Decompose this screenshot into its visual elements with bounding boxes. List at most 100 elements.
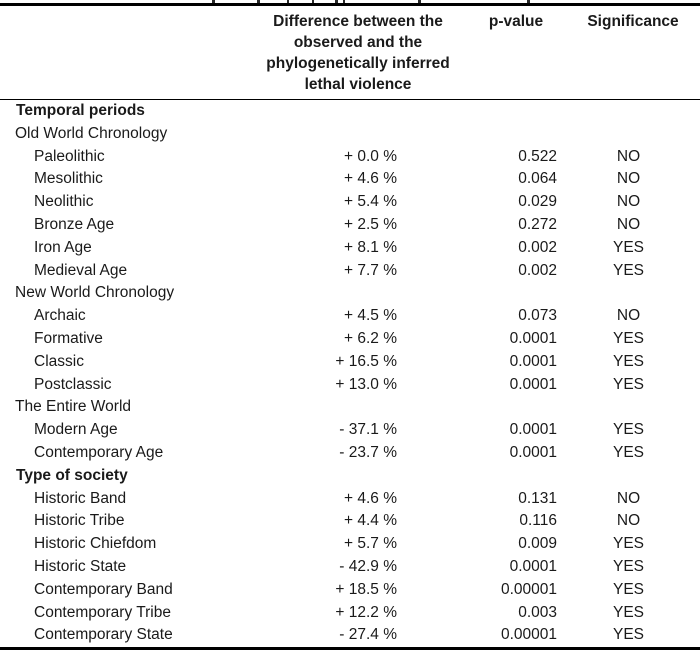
- difference-value: - 42.9 %: [339, 558, 397, 576]
- row-label: Mesolithic: [34, 170, 103, 188]
- cropped-text-fragment: [418, 0, 421, 3]
- significance-value: YES: [612, 580, 644, 598]
- p-value: 0.116: [519, 512, 557, 530]
- header-difference-column: Difference between the observed and the …: [266, 12, 450, 93]
- table-top-rule: [0, 3, 700, 6]
- row-label: Historic Tribe: [34, 512, 125, 530]
- cropped-text-fragment: [257, 0, 260, 3]
- p-value: 0.272: [518, 216, 557, 234]
- significance-value: YES: [612, 558, 644, 576]
- cropped-text-fragment: [312, 0, 314, 3]
- significance-value: YES: [612, 626, 644, 644]
- significance-value: YES: [612, 444, 644, 462]
- row-label: Contemporary Tribe: [34, 603, 171, 621]
- difference-value: + 2.5 %: [344, 216, 397, 234]
- p-value: 0.0001: [509, 330, 557, 348]
- row-label: Contemporary State: [34, 626, 173, 644]
- row-label: Neolithic: [34, 193, 94, 211]
- difference-value: + 4.5 %: [344, 307, 397, 325]
- table-row: Modern Age - 37.1 % 0.0001 YES: [0, 419, 700, 442]
- table-row: Historic Chiefdom + 5.7 % 0.009 YES: [0, 533, 700, 556]
- table-row: Contemporary Age - 23.7 % 0.0001 YES: [0, 442, 700, 465]
- table-row: Iron Age + 8.1 % 0.002 YES: [0, 237, 700, 260]
- table-row: Medieval Age + 7.7 % 0.002 YES: [0, 260, 700, 283]
- table-body: Temporal periods Old World Chronology Pa…: [0, 100, 700, 647]
- p-value: 0.029: [518, 193, 557, 211]
- table-row: Neolithic + 5.4 % 0.029 NO: [0, 191, 700, 214]
- row-label: Iron Age: [34, 238, 92, 256]
- p-value: 0.0001: [509, 421, 557, 439]
- row-label: Type of society: [16, 466, 128, 484]
- table-row: Contemporary State - 27.4 % 0.00001 YES: [0, 624, 700, 647]
- p-value: 0.131: [518, 489, 557, 507]
- p-value: 0.064: [518, 170, 557, 188]
- row-label: Old World Chronology: [15, 124, 168, 142]
- row-label: Historic Chiefdom: [34, 535, 157, 553]
- p-value: 0.0001: [509, 375, 557, 393]
- row-label: New World Chronology: [15, 284, 175, 302]
- table-bottom-rule: [0, 647, 700, 650]
- row-label: Bronze Age: [34, 216, 115, 234]
- table-row: Mesolithic + 4.6 % 0.064 NO: [0, 168, 700, 191]
- difference-value: + 18.5 %: [335, 580, 397, 598]
- difference-value: + 4.6 %: [344, 170, 397, 188]
- table-row: Contemporary Band + 18.5 % 0.00001 YES: [0, 579, 700, 602]
- significance-value: NO: [616, 147, 641, 165]
- significance-value: YES: [612, 421, 644, 439]
- significance-value: NO: [616, 489, 641, 507]
- row-label: Postclassic: [34, 375, 112, 393]
- table-row: Contemporary Tribe + 12.2 % 0.003 YES: [0, 602, 700, 625]
- significance-value: NO: [616, 216, 641, 234]
- difference-value: + 13.0 %: [335, 375, 397, 393]
- p-value: 0.0001: [509, 558, 557, 576]
- row-label: Archaic: [34, 307, 86, 325]
- header-significance-column: Significance: [587, 12, 679, 30]
- p-value: 0.003: [518, 603, 557, 621]
- difference-value: + 4.6 %: [344, 489, 397, 507]
- row-label: Formative: [34, 330, 103, 348]
- difference-value: + 16.5 %: [335, 352, 397, 370]
- table-row: Bronze Age + 2.5 % 0.272 NO: [0, 214, 700, 237]
- significance-value: YES: [612, 535, 644, 553]
- row-label: Classic: [34, 352, 84, 370]
- p-value: 0.522: [518, 147, 557, 165]
- table-row: New World Chronology: [0, 282, 700, 305]
- table-row: Temporal periods: [0, 100, 700, 123]
- row-label: Historic Band: [34, 489, 127, 507]
- significance-value: YES: [612, 375, 644, 393]
- difference-value: + 12.2 %: [335, 603, 397, 621]
- difference-value: - 23.7 %: [339, 444, 397, 462]
- header-separator-rule: [0, 98, 700, 101]
- difference-value: + 7.7 %: [344, 261, 397, 279]
- cropped-text-fragment: [527, 0, 530, 3]
- significance-value: YES: [612, 261, 644, 279]
- difference-value: - 27.4 %: [339, 626, 397, 644]
- p-value: 0.0001: [509, 444, 557, 462]
- header-label-column-spacer: [0, 11, 250, 95]
- row-label: The Entire World: [15, 398, 132, 416]
- difference-value: + 5.4 %: [344, 193, 397, 211]
- difference-value: + 0.0 %: [344, 147, 397, 165]
- p-value: 0.002: [518, 238, 557, 256]
- table-header-row: Difference between the observed and the …: [0, 6, 700, 99]
- cropped-text-fragment: [335, 0, 338, 3]
- p-value: 0.009: [518, 535, 557, 553]
- difference-value: + 4.4 %: [344, 512, 397, 530]
- table-row: The Entire World: [0, 396, 700, 419]
- table-row: Paleolithic + 0.0 % 0.522 NO: [0, 146, 700, 169]
- cropped-caption-remnant: [0, 0, 700, 3]
- table-row: Historic State - 42.9 % 0.0001 YES: [0, 556, 700, 579]
- row-label: Contemporary Band: [34, 580, 173, 598]
- table-row: Formative + 6.2 % 0.0001 YES: [0, 328, 700, 351]
- p-value: 0.00001: [500, 626, 557, 644]
- significance-value: NO: [616, 307, 641, 325]
- difference-value: + 5.7 %: [344, 535, 397, 553]
- table-row: Historic Band + 4.6 % 0.131 NO: [0, 488, 700, 511]
- difference-value: - 37.1 %: [339, 421, 397, 439]
- cropped-text-fragment: [212, 0, 215, 3]
- row-label: Paleolithic: [34, 147, 105, 165]
- row-label: Temporal periods: [16, 102, 145, 120]
- p-value: 0.073: [518, 307, 557, 325]
- significance-value: NO: [616, 512, 641, 530]
